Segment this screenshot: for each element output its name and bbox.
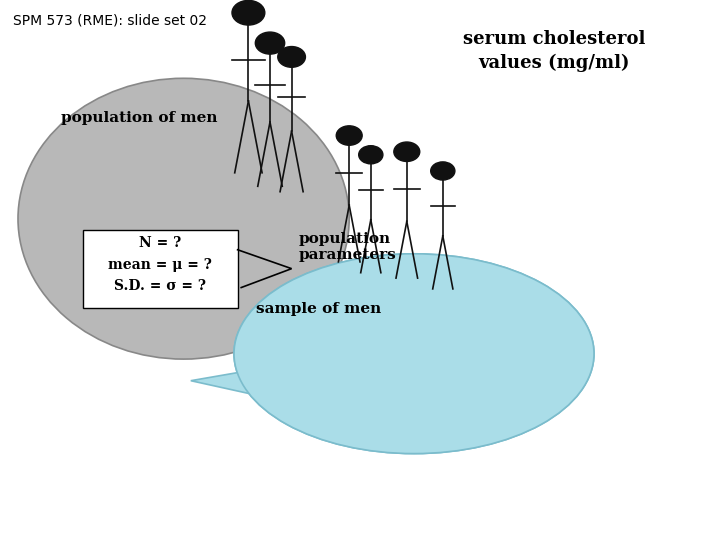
Text: N = ?
mean = μ = ?
S.D. = σ = ?: N = ? mean = μ = ? S.D. = σ = ? xyxy=(108,236,212,293)
Text: sample of men: sample of men xyxy=(256,302,381,316)
Circle shape xyxy=(336,126,362,145)
Text: population of men: population of men xyxy=(61,111,217,125)
Text: SPM 573 (RME): slide set 02: SPM 573 (RME): slide set 02 xyxy=(13,14,207,28)
Bar xyxy=(83,230,238,308)
Circle shape xyxy=(278,46,305,68)
Circle shape xyxy=(359,146,383,164)
Text: serum cholesterol
values (mg/ml): serum cholesterol values (mg/ml) xyxy=(463,30,646,72)
Text: population
parameters: population parameters xyxy=(299,232,397,262)
Circle shape xyxy=(431,162,455,180)
Circle shape xyxy=(256,32,284,54)
Polygon shape xyxy=(191,373,252,394)
Ellipse shape xyxy=(234,254,594,454)
Ellipse shape xyxy=(234,254,594,454)
Circle shape xyxy=(232,1,265,25)
Ellipse shape xyxy=(18,78,349,359)
Circle shape xyxy=(394,142,420,161)
